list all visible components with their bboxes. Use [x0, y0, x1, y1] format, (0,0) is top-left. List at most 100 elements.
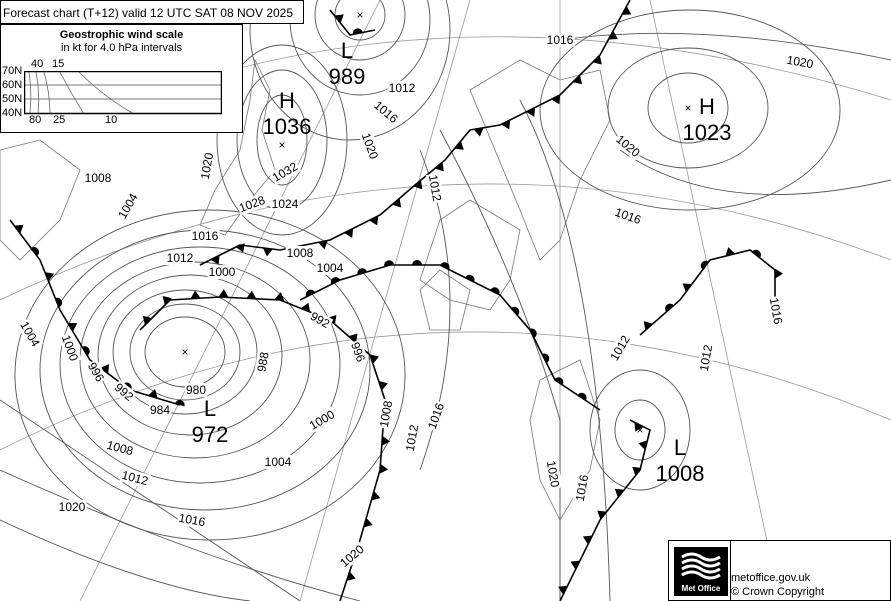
isobar-label: 1016 — [767, 297, 785, 326]
isobar — [256, 94, 308, 186]
isobar-label: 1008 — [85, 171, 112, 185]
front-symbol — [682, 283, 692, 293]
isobar-label: 988 — [254, 351, 271, 373]
isobar-label: 1012 — [389, 81, 416, 95]
isobar-label: 996 — [348, 340, 368, 364]
isobar-label: 1016 — [178, 511, 207, 529]
front-symbol — [608, 30, 618, 40]
isobar — [539, 9, 841, 211]
isobar-label: 1012 — [403, 423, 421, 452]
met-office-branding: Met Office metoffice.gov.uk © Crown Copy… — [668, 540, 891, 601]
waves-icon — [681, 552, 721, 580]
front-symbol — [218, 289, 229, 298]
isobar-label: 1016 — [425, 401, 447, 431]
front-symbol — [82, 346, 90, 356]
front-symbol — [352, 28, 363, 35]
center-marker-icon: × — [278, 138, 285, 152]
isobar — [589, 369, 691, 491]
isobar-label: 1012 — [426, 174, 444, 203]
isobar-label: 1024 — [272, 197, 299, 211]
front-symbol — [44, 272, 55, 282]
isobar — [129, 303, 241, 401]
isobar-label: 1008 — [287, 246, 314, 260]
front-symbol — [592, 55, 602, 65]
legend-subtitle: in kt for 4.0 hPa intervals — [60, 42, 183, 54]
cold-front — [199, 0, 631, 266]
isobar-label: 1012 — [167, 251, 194, 265]
front-symbol — [67, 322, 78, 332]
low-symbol: L — [674, 435, 686, 460]
isobar-label: 984 — [150, 403, 170, 417]
lat-label: 40N — [2, 107, 23, 119]
isobar-label: 1020 — [59, 500, 86, 514]
isobar — [559, 32, 891, 61]
front-symbol — [210, 255, 220, 265]
front-symbol — [344, 228, 354, 238]
isobar-label: 1004 — [265, 455, 292, 469]
front-symbol — [369, 215, 379, 226]
isobar — [647, 72, 729, 144]
low-symbol: L — [204, 396, 216, 421]
front-symbol — [434, 162, 444, 172]
center-marker-icon: × — [356, 8, 363, 22]
isobar — [216, 44, 348, 236]
isobar-label: 1016 — [192, 229, 219, 243]
front-symbol — [330, 277, 341, 285]
isobar — [619, 149, 891, 195]
front-symbol — [632, 466, 642, 476]
high-symbol: H — [279, 88, 295, 113]
isobar-label: 992 — [112, 380, 137, 404]
met-office-logo: Met Office — [674, 547, 728, 596]
center-pressure: 1036 — [263, 114, 312, 139]
high-symbol: H — [699, 94, 715, 119]
front-symbol — [379, 463, 389, 474]
divider — [730, 541, 731, 600]
isobar — [614, 399, 666, 461]
isobar-label: 1020 — [786, 53, 815, 71]
lat-label: 50N — [2, 93, 23, 105]
front-symbol — [148, 389, 158, 399]
scale-tick: 80 — [29, 114, 42, 126]
front-symbol — [700, 260, 709, 270]
front-symbol — [465, 274, 475, 283]
front-symbol — [235, 243, 245, 253]
front-symbol — [14, 224, 24, 234]
wind-scale-graph — [24, 71, 222, 115]
front-symbol — [262, 247, 273, 257]
chart-title: Forecast chart (T+12) valid 12 UTC SAT 0… — [0, 0, 304, 24]
geostrophic-wind-scale: Geostrophic wind scale in kt for 4.0 hPa… — [0, 24, 243, 133]
scale-tick: 25 — [53, 114, 66, 126]
front-symbol — [100, 364, 110, 374]
front-symbol — [378, 380, 388, 391]
front-symbol — [725, 247, 736, 257]
front-symbol — [554, 377, 564, 385]
front-symbol — [31, 247, 39, 257]
center-pressure: 1023 — [683, 120, 732, 145]
front-symbol — [363, 517, 373, 528]
front-symbol — [582, 535, 593, 545]
lat-label: 70N — [2, 65, 23, 77]
front-symbol — [190, 290, 201, 299]
front-symbol — [577, 392, 587, 401]
site-link[interactable]: metoffice.gov.uk — [731, 572, 811, 584]
isobar — [59, 246, 341, 484]
front-symbol — [542, 353, 550, 364]
front-symbol — [246, 290, 257, 299]
front-symbol — [305, 289, 316, 297]
front-symbol — [412, 260, 423, 265]
isobar — [79, 261, 311, 459]
isobar-label: 980 — [186, 383, 206, 397]
isobar-label: 1016 — [613, 205, 643, 227]
front-symbol — [597, 510, 607, 520]
occluded-front — [329, 9, 376, 36]
front-symbol — [529, 328, 537, 338]
weather-fronts — [9, 0, 783, 601]
isobar — [0, 469, 361, 601]
front-symbol — [638, 440, 648, 450]
isobar — [97, 274, 283, 436]
isobar — [249, 0, 451, 141]
center-marker-icon: × — [181, 345, 188, 359]
front-symbol — [511, 306, 520, 316]
center-pressure: 1008 — [656, 461, 705, 486]
